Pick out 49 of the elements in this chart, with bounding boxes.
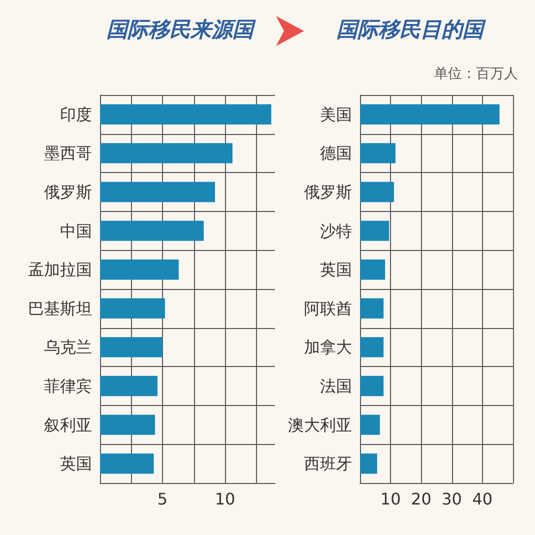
y-tick-label: 法国 <box>320 376 352 396</box>
y-tick-label: 沙特 <box>320 221 352 240</box>
y-tick-label: 巴基斯坦 <box>28 298 92 318</box>
y-tick-label: 英国 <box>320 260 352 280</box>
bar <box>100 298 165 318</box>
y-tick-label: 美国 <box>320 104 352 124</box>
bar <box>360 143 396 164</box>
bar <box>360 104 500 124</box>
y-tick-label: 中国 <box>60 221 92 240</box>
y-tick-label: 澳大利亚 <box>288 415 352 434</box>
y-tick-label: 加拿大 <box>304 338 352 357</box>
bar <box>100 414 155 435</box>
x-tick-label: 30 <box>442 490 462 508</box>
bar <box>100 104 272 124</box>
bar <box>100 454 154 474</box>
y-tick-label: 阿联酋 <box>304 298 352 318</box>
x-tick-label: 10 <box>380 490 401 508</box>
y-tick-label: 德国 <box>320 144 352 163</box>
bar <box>360 182 394 202</box>
chart-title: 国际移民来源国 <box>106 18 256 42</box>
y-tick-label: 叙利亚 <box>44 415 92 434</box>
bar <box>100 220 204 241</box>
y-tick-label: 西班牙 <box>304 454 352 474</box>
text: 单位：百万人 <box>434 66 518 82</box>
bar <box>100 337 162 358</box>
bar <box>100 182 215 202</box>
bar <box>100 376 158 396</box>
bar <box>100 143 232 164</box>
bar <box>360 298 384 318</box>
y-tick-label: 俄罗斯 <box>44 182 92 202</box>
y-tick-label: 乌克兰 <box>44 338 92 357</box>
bar <box>360 376 384 396</box>
chart-title: 国际移民目的国 <box>336 18 486 42</box>
y-tick-label: 菲律宾 <box>44 376 92 396</box>
x-tick-label: 20 <box>411 490 432 508</box>
x-tick-label: 10 <box>214 490 236 508</box>
bar <box>360 414 380 435</box>
bar <box>360 454 378 474</box>
bar <box>360 220 390 241</box>
bar <box>360 260 386 280</box>
x-tick-label: 5 <box>157 490 168 508</box>
y-tick-label: 英国 <box>60 454 92 474</box>
y-tick-label: 孟加拉国 <box>28 260 92 280</box>
bar <box>100 260 179 280</box>
y-tick-label: 印度 <box>60 104 92 124</box>
y-tick-label: 俄罗斯 <box>304 182 352 202</box>
x-tick-label: 40 <box>472 490 493 508</box>
bar <box>360 337 384 358</box>
y-tick-label: 墨西哥 <box>44 144 92 163</box>
